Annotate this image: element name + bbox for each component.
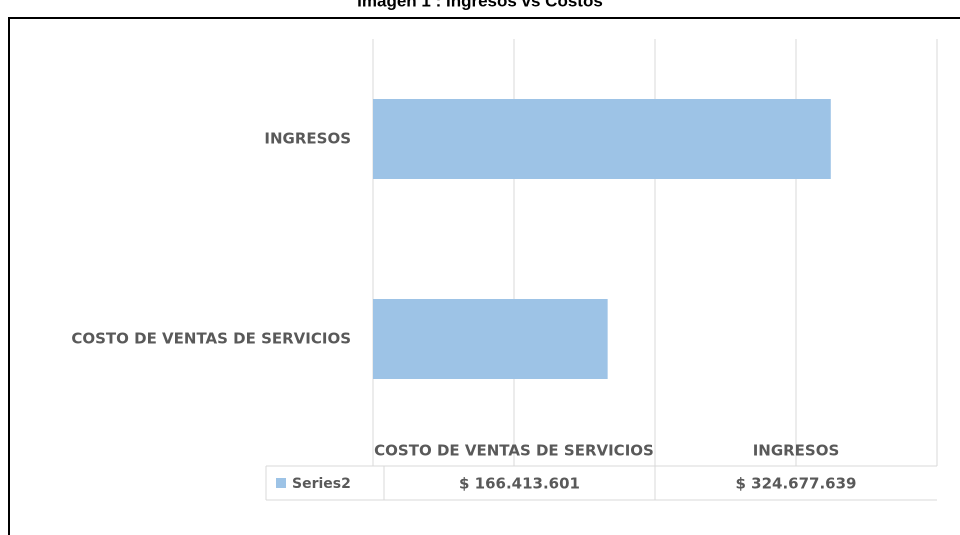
- y-tick-label: INGRESOS: [264, 130, 351, 148]
- table-header: INGRESOS: [753, 442, 840, 460]
- bar: [373, 299, 608, 379]
- chart-title: Imagen 1 : Ingresos vs Costos: [357, 0, 603, 10]
- table-value: $ 166.413.601: [459, 475, 580, 493]
- bar: [373, 99, 831, 179]
- legend-label: Series2: [292, 476, 351, 492]
- legend-swatch: [276, 478, 286, 488]
- table-header: COSTO DE VENTAS DE SERVICIOS: [374, 442, 654, 460]
- table-value: $ 324.677.639: [736, 475, 857, 493]
- y-tick-label: COSTO DE VENTAS DE SERVICIOS: [71, 330, 351, 348]
